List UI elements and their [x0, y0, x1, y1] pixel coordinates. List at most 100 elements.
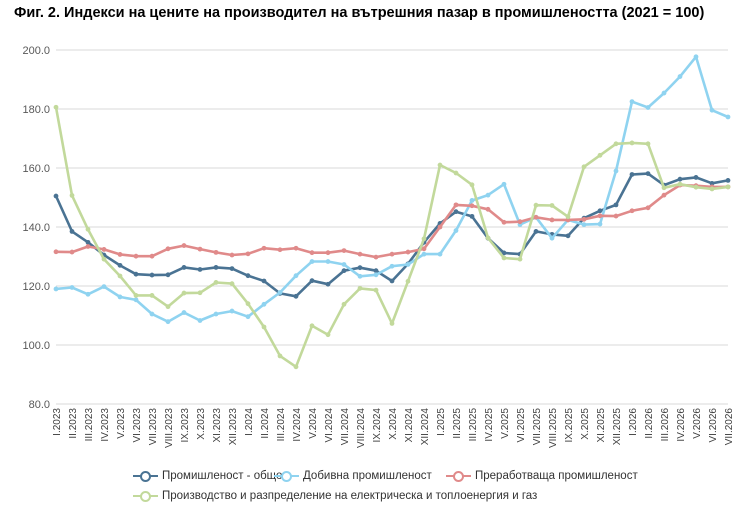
y-tick-label: 100.0 — [22, 340, 50, 352]
data-point — [613, 202, 619, 208]
data-point — [405, 262, 411, 267]
data-point — [693, 54, 699, 60]
data-point — [453, 170, 459, 176]
data-point — [389, 278, 395, 284]
data-point — [165, 319, 171, 325]
data-point — [421, 251, 427, 257]
series-line — [54, 172, 729, 298]
data-point — [213, 249, 219, 255]
x-tick-label: III.2023 — [84, 408, 95, 442]
data-point — [309, 259, 315, 264]
data-point — [645, 105, 651, 110]
data-point — [453, 202, 459, 208]
data-point — [325, 259, 331, 264]
data-point — [645, 171, 651, 177]
data-point — [53, 249, 59, 255]
data-point — [197, 246, 203, 252]
data-point — [117, 294, 123, 300]
x-tick-label: II.2026 — [644, 408, 655, 439]
data-point — [245, 273, 251, 279]
data-point — [677, 181, 683, 187]
x-tick-label: VI.2024 — [324, 408, 335, 443]
data-point — [549, 217, 555, 223]
x-tick-label: I.2025 — [436, 408, 447, 436]
data-point — [133, 293, 139, 298]
data-point — [645, 205, 651, 211]
data-point — [453, 228, 459, 233]
data-point — [373, 272, 379, 278]
data-point — [725, 177, 731, 183]
data-point — [229, 252, 235, 258]
data-point — [597, 221, 603, 227]
x-tick-label: I.2026 — [628, 408, 639, 436]
x-tick-label: VI.2023 — [132, 408, 143, 443]
data-point — [629, 140, 635, 146]
series-line — [55, 183, 728, 259]
data-point — [469, 182, 475, 188]
x-tick-label: V.2023 — [116, 408, 127, 439]
series-line — [54, 106, 729, 369]
data-point — [325, 332, 331, 338]
data-point — [373, 254, 379, 260]
data-point — [725, 114, 731, 120]
data-point — [341, 301, 347, 307]
data-point — [581, 216, 587, 222]
x-tick-label: V.2026 — [692, 408, 703, 439]
data-point — [261, 245, 267, 251]
data-point — [69, 249, 75, 255]
series-1 — [53, 54, 731, 325]
data-point — [501, 219, 507, 225]
data-point — [389, 251, 395, 257]
y-tick-label: 160.0 — [22, 163, 50, 175]
x-tick-label: VII.2023 — [148, 408, 159, 446]
data-point — [469, 198, 475, 203]
data-point — [485, 235, 491, 241]
data-point — [117, 273, 123, 279]
data-point — [645, 141, 651, 147]
data-point — [597, 152, 603, 158]
data-point — [437, 162, 443, 168]
data-point — [437, 251, 443, 257]
data-point — [213, 265, 219, 270]
data-point — [149, 272, 155, 278]
x-tick-label: II.2024 — [260, 408, 271, 439]
x-tick-label: XII.2025 — [612, 408, 623, 446]
data-point — [341, 268, 347, 274]
x-tick-label: III.2024 — [276, 408, 287, 442]
x-tick-label: II.2025 — [452, 408, 463, 439]
x-tick-label: XI.2024 — [404, 408, 415, 443]
data-point — [69, 193, 75, 198]
x-tick-label: IV.2025 — [484, 408, 495, 442]
data-point — [293, 364, 299, 370]
y-tick-label: 80.0 — [29, 399, 50, 411]
data-point — [117, 252, 123, 257]
data-point — [229, 308, 235, 314]
y-tick-label: 120.0 — [22, 281, 50, 293]
legend-label: Промишленост - общо — [162, 470, 283, 482]
data-point — [293, 245, 299, 251]
x-tick-label: IV.2024 — [292, 408, 303, 442]
data-point — [181, 310, 187, 315]
x-tick-label: V.2024 — [308, 408, 319, 439]
data-point — [213, 280, 219, 285]
data-point — [597, 208, 603, 214]
x-tick-label: VII.2025 — [532, 408, 543, 446]
x-tick-label: IX.2025 — [564, 408, 575, 443]
x-tick-label: V.2025 — [500, 408, 511, 439]
series-0 — [53, 171, 731, 299]
data-point — [485, 206, 491, 212]
x-tick-label: X.2024 — [388, 408, 399, 440]
x-tick-label: VI.2026 — [708, 408, 719, 443]
legend-label: Добивна промишленост — [303, 470, 432, 482]
data-point — [229, 266, 235, 271]
data-point — [181, 243, 187, 248]
x-tick-label: X.2025 — [580, 408, 591, 440]
data-point — [405, 278, 411, 284]
x-tick-label: I.2023 — [52, 408, 63, 436]
data-point — [613, 213, 619, 219]
data-point — [677, 176, 683, 182]
data-point — [133, 253, 139, 259]
data-point — [709, 180, 715, 186]
series-3 — [53, 104, 731, 370]
